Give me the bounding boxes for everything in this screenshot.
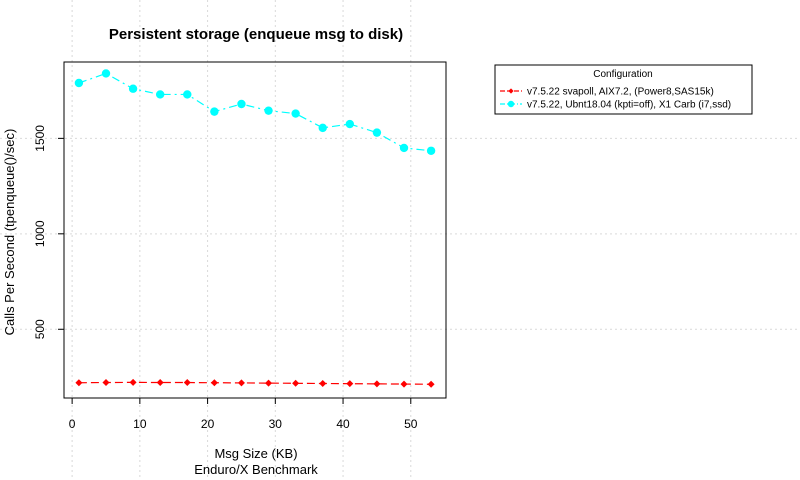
data-point-1 [427,380,435,388]
data-point-2 [399,143,409,153]
legend-marker-1 [508,88,514,94]
data-point-1 [292,379,300,387]
x-tick-label: 40 [336,417,350,431]
data-point-2 [101,69,111,78]
legend: Configuration v7.5.22 svapoll, AIX7.2, (… [494,64,753,115]
x-axis-sublabel: Enduro/X Benchmark [194,462,318,477]
data-point-1 [237,379,245,387]
data-point-1 [156,379,164,387]
legend-items: v7.5.22 svapoll, AIX7.2, (Power8,SAS15k)… [500,87,731,111]
data-point-1 [373,380,381,388]
axes: 0 10 20 30 40 50 500 1000 1500 [33,125,418,431]
legend-marker-2 [507,100,515,108]
legend-label-2: v7.5.22, Ubnt18.04 (kpti=off), X1 Carb (… [527,100,731,111]
series-line-1 [78,381,432,385]
x-tick-label: 50 [404,417,418,431]
data-point-2 [210,107,219,116]
data-point-1 [210,379,218,387]
data-point-2 [426,146,436,155]
data-point-2 [237,99,246,109]
data-point-1 [319,379,327,387]
x-tick-label: 30 [269,417,283,431]
legend-title: Configuration [593,69,652,80]
y-axis-label: Calls Per Second (tpenqueue()/sec) [2,129,17,336]
data-point-2 [183,90,192,99]
y-tick-label: 1000 [33,220,47,247]
x-tick-label: 0 [69,417,76,431]
x-tick-label: 20 [201,417,215,431]
series [74,69,436,388]
plot-frame [63,61,447,399]
series-line-2 [78,72,432,152]
y-tick-label: 1500 [33,125,47,152]
data-point-2 [264,106,273,115]
data-point-2 [128,84,138,93]
data-point-2 [345,119,355,129]
data-point-1 [75,379,83,387]
data-point-1 [400,380,408,388]
data-point-2 [155,90,165,99]
data-point-2 [291,109,300,118]
chart-title: Persistent storage (enqueue msg to disk) [109,26,403,43]
data-point-1 [129,378,137,386]
data-point-2 [74,78,84,88]
x-tick-label: 10 [133,417,147,431]
data-point-1 [102,379,110,387]
data-point-1 [265,379,273,387]
data-point-2 [318,123,327,133]
legend-box [494,64,753,115]
x-axis-label: Msg Size (KB) [214,446,297,461]
data-point-1 [183,379,191,387]
data-point-1 [346,380,354,388]
y-tick-label: 500 [33,319,47,339]
legend-label-1: v7.5.22 svapoll, AIX7.2, (Power8,SAS15k) [527,87,714,98]
data-point-2 [372,128,382,137]
